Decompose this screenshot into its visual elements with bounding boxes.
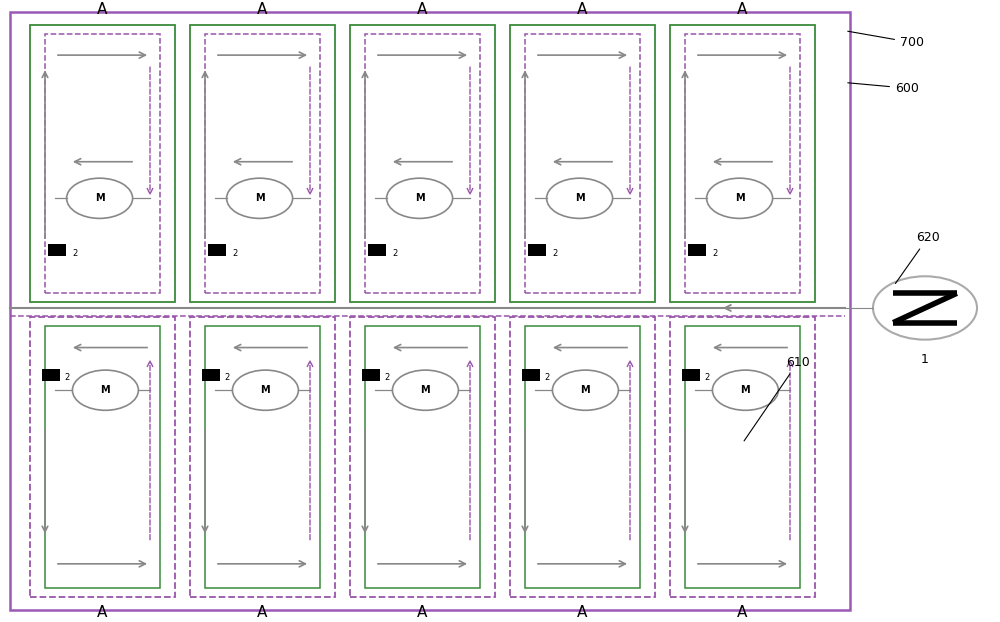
Circle shape xyxy=(227,178,293,218)
Circle shape xyxy=(67,178,133,218)
Text: 2: 2 xyxy=(64,373,69,382)
Bar xyxy=(190,25,335,302)
Bar xyxy=(42,369,60,381)
Text: A: A xyxy=(97,605,108,620)
Bar xyxy=(45,34,160,293)
Bar xyxy=(685,34,800,293)
Text: A: A xyxy=(737,2,748,17)
Text: A: A xyxy=(577,2,588,17)
Text: M: M xyxy=(741,385,750,395)
Text: A: A xyxy=(417,605,428,620)
Text: 2: 2 xyxy=(72,249,77,258)
Bar xyxy=(365,326,480,588)
Circle shape xyxy=(547,178,613,218)
Text: M: M xyxy=(101,385,110,395)
Text: 2: 2 xyxy=(544,373,549,382)
Bar xyxy=(688,244,706,256)
Bar xyxy=(45,326,160,588)
Text: 2: 2 xyxy=(552,249,557,258)
Text: M: M xyxy=(421,385,430,395)
Text: M: M xyxy=(95,193,104,203)
Bar xyxy=(685,326,800,588)
Text: A: A xyxy=(737,605,748,620)
Text: 2: 2 xyxy=(704,373,709,382)
Circle shape xyxy=(392,370,458,411)
Bar xyxy=(202,369,220,381)
Text: 2: 2 xyxy=(392,249,397,258)
Text: M: M xyxy=(255,193,264,203)
Bar xyxy=(670,317,815,597)
Bar xyxy=(350,317,495,597)
Bar xyxy=(10,12,850,610)
Bar xyxy=(670,25,815,302)
Text: M: M xyxy=(581,385,590,395)
Text: A: A xyxy=(417,2,428,17)
Text: 2: 2 xyxy=(712,249,717,258)
Bar xyxy=(365,34,480,293)
Text: M: M xyxy=(735,193,744,203)
Text: A: A xyxy=(257,605,268,620)
Bar xyxy=(208,244,226,256)
Bar xyxy=(525,326,640,588)
Text: 2: 2 xyxy=(384,373,389,382)
Text: A: A xyxy=(257,2,268,17)
Bar xyxy=(30,317,175,597)
Text: M: M xyxy=(261,385,270,395)
Circle shape xyxy=(387,178,453,218)
Text: 620: 620 xyxy=(895,231,940,284)
Bar xyxy=(682,369,700,381)
Text: 2: 2 xyxy=(232,249,237,258)
Bar xyxy=(350,25,495,302)
Text: M: M xyxy=(575,193,584,203)
Bar xyxy=(30,25,175,302)
Text: A: A xyxy=(577,605,588,620)
Text: 1: 1 xyxy=(921,353,929,366)
Bar xyxy=(510,317,655,597)
Bar xyxy=(368,244,386,256)
Text: M: M xyxy=(415,193,424,203)
Bar xyxy=(528,244,546,256)
Circle shape xyxy=(72,370,138,411)
Bar xyxy=(522,369,540,381)
Bar xyxy=(205,34,320,293)
Text: 610: 610 xyxy=(744,356,810,441)
Text: 600: 600 xyxy=(848,81,919,95)
Bar xyxy=(525,34,640,293)
Circle shape xyxy=(552,370,618,411)
Circle shape xyxy=(707,178,773,218)
Circle shape xyxy=(712,370,778,411)
Text: 700: 700 xyxy=(848,31,924,49)
Circle shape xyxy=(873,276,977,340)
Text: A: A xyxy=(97,2,108,17)
Bar xyxy=(190,317,335,597)
Text: 2: 2 xyxy=(224,373,229,382)
Circle shape xyxy=(232,370,298,411)
Bar xyxy=(205,326,320,588)
Bar xyxy=(48,244,66,256)
Bar xyxy=(510,25,655,302)
Bar xyxy=(362,369,380,381)
